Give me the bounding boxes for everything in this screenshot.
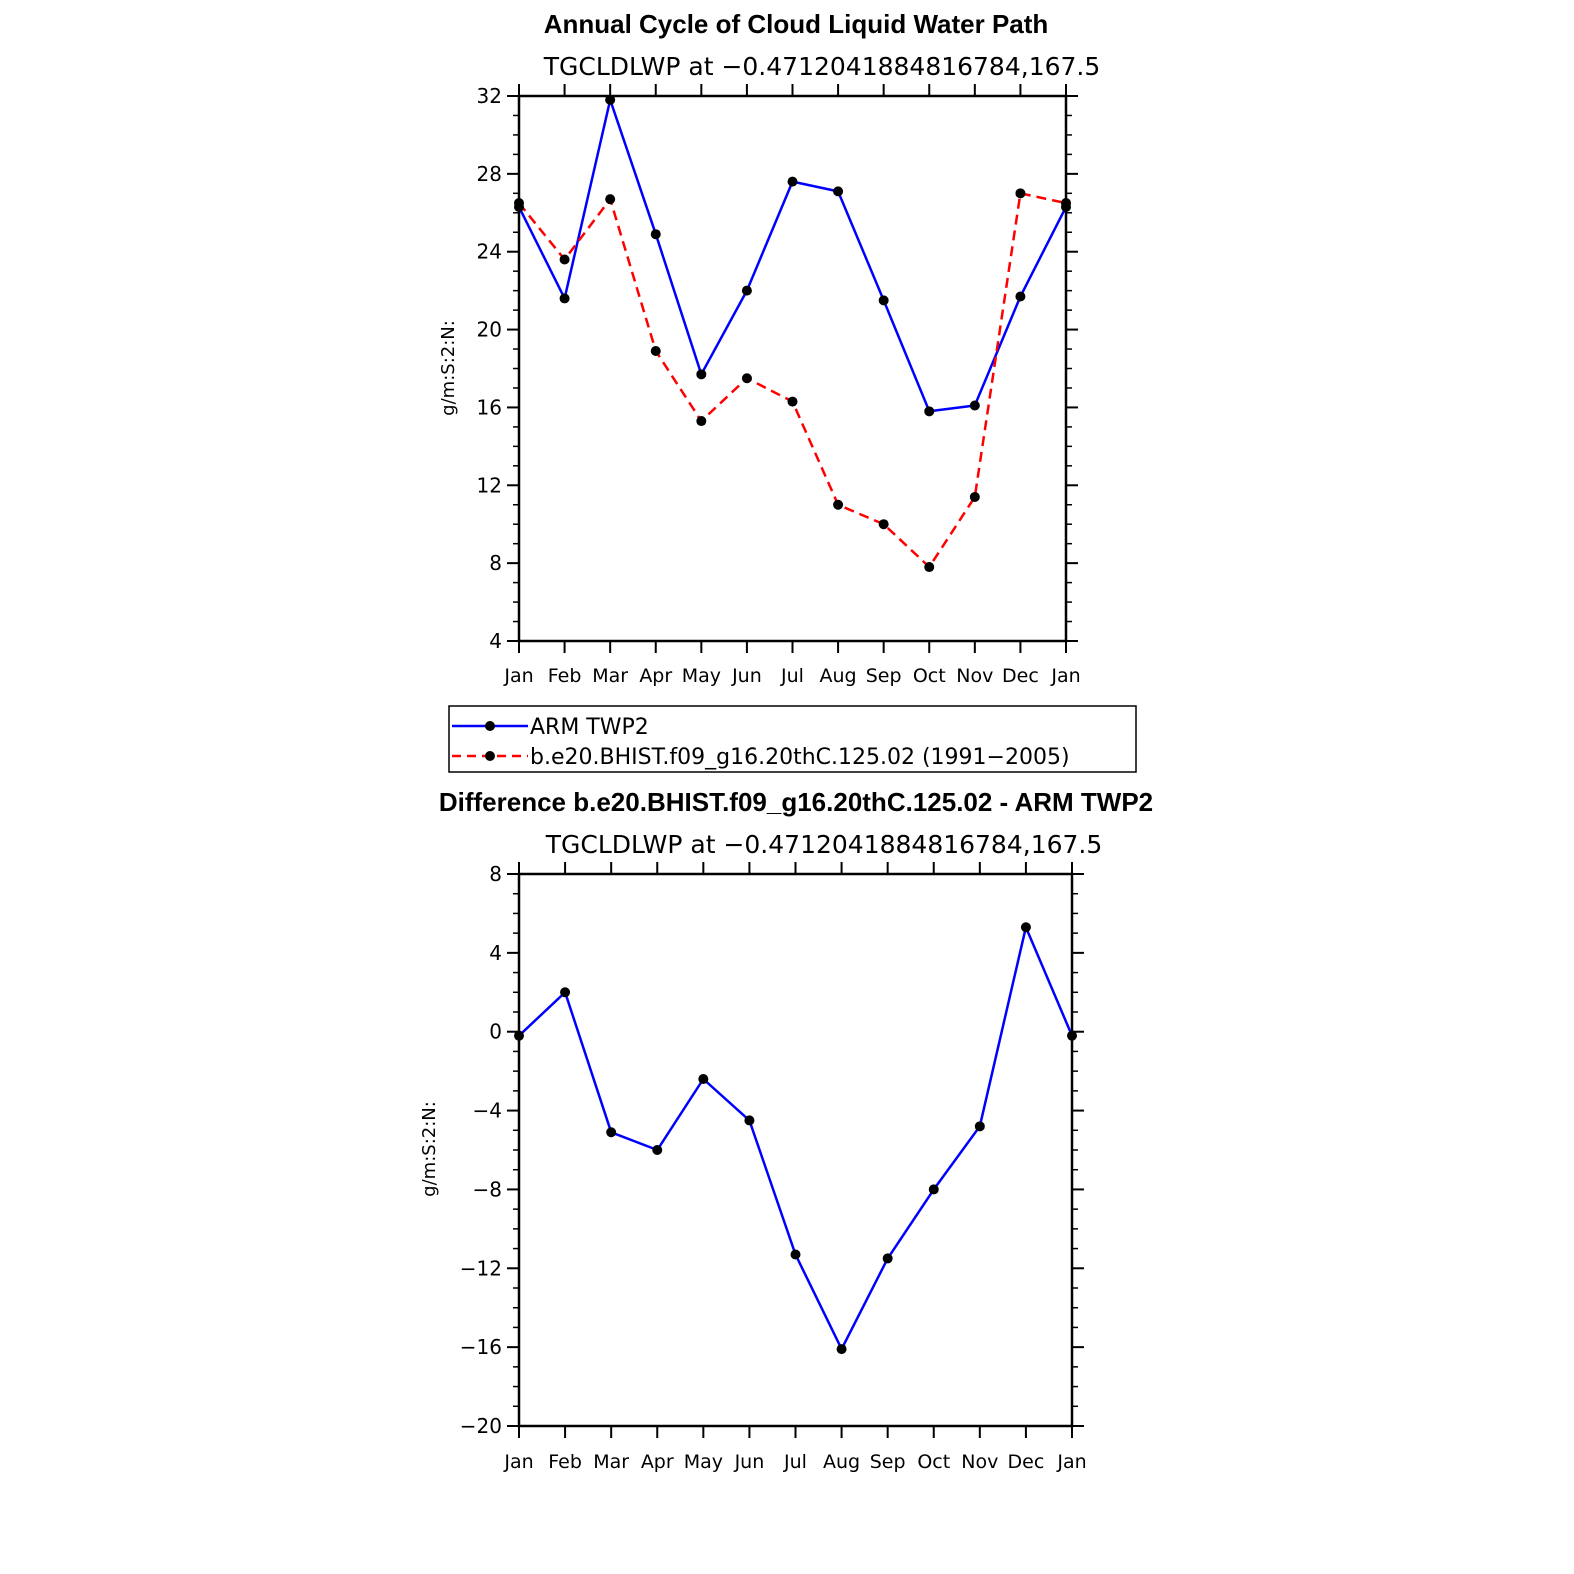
chart-1-series-2-point xyxy=(1015,188,1026,199)
chart-1-series-2-point xyxy=(559,254,570,265)
chart-2-series-1-point xyxy=(974,1121,985,1132)
chart-1-series-1-point xyxy=(1015,291,1026,302)
chart-1-ytick-label: 12 xyxy=(477,473,502,497)
chart-1-series-1-point xyxy=(969,400,980,411)
chart-1-series-2-point xyxy=(924,562,935,573)
chart-1-series-1-point xyxy=(924,406,935,417)
chart-2-series-1-point xyxy=(514,1030,524,1041)
chart-1-series-2-point xyxy=(514,198,524,209)
chart-2-xtick-label: Jun xyxy=(734,1451,765,1473)
chart-1-series-2-point xyxy=(833,499,844,510)
chart-2-xtick-label: Feb xyxy=(548,1451,582,1473)
chart-2-ytick-label: 4 xyxy=(489,941,502,965)
chart-2-ytick-label: −16 xyxy=(460,1335,502,1359)
chart-1-subtitle: TGCLDLWP at −0.4712041884816784,167.5 xyxy=(543,52,1101,81)
chart-1-ytick-label: 4 xyxy=(489,629,502,653)
chart-1-xtick-label: Sep xyxy=(866,665,902,687)
chart-1-series-line-1 xyxy=(517,98,1068,413)
chart-1-series-2-point xyxy=(878,519,889,530)
chart-1-ytick-label: 32 xyxy=(477,84,502,108)
chart-2-ytick-label: 8 xyxy=(489,862,502,886)
chart-2-series-1-point xyxy=(928,1184,939,1195)
chart-1-xtick-label: Dec xyxy=(1002,665,1039,687)
chart-1-ylabel: g/m:S:2:N: xyxy=(438,320,459,416)
legend-marker-arm xyxy=(485,721,495,731)
chart-2-ytick-label: −20 xyxy=(460,1414,502,1438)
chart-1-title: Annual Cycle of Cloud Liquid Water Path xyxy=(544,9,1049,39)
chart-1-series-2-point xyxy=(741,373,752,384)
chart-2-ytick-label: −12 xyxy=(460,1256,502,1280)
chart-2-series-1-point xyxy=(560,987,571,998)
legend-box xyxy=(448,705,1137,773)
chart-1-xtick-label: Aug xyxy=(820,665,857,687)
chart-1-series-2-point xyxy=(696,416,707,427)
chart-1-xtick-label: Jan xyxy=(1050,665,1080,687)
chart-1-series-1-point xyxy=(878,295,889,306)
chart-1-ytick-label: 20 xyxy=(477,318,502,342)
chart-2-plot: −20 −16 −12 −8 −4 0 4 8 Jan Feb Mar Apr May Jun Jul Aug… xyxy=(460,862,1087,1473)
chart-1-series-2-point xyxy=(969,491,980,502)
chart-2-series-1-point xyxy=(790,1249,801,1260)
chart-2-xtick-label: Jan xyxy=(503,1451,533,1473)
chart-2-series-1-point xyxy=(1067,1030,1077,1041)
chart-1-ytick-label: 28 xyxy=(477,162,502,186)
chart-1-ytick-label: 8 xyxy=(489,551,502,575)
chart-1-series-1-point xyxy=(696,369,707,380)
chart-2-xtick-label: Dec xyxy=(1008,1451,1045,1473)
chart-1-series-2-point xyxy=(605,194,616,205)
chart-1-xtick-label: Jan xyxy=(503,665,533,687)
chart-1-series-1-point xyxy=(833,186,844,197)
chart-1-series-1-point xyxy=(605,94,616,105)
chart-2-series-1-point xyxy=(744,1115,755,1126)
chart-1-legend: ARM TWP2 b.e20.BHIST.f09_g16.20thC.125.0… xyxy=(448,705,1137,773)
chart-2-ytick-label: −8 xyxy=(473,1177,502,1201)
chart-2-series-line-1 xyxy=(518,925,1074,1351)
chart-2-series-1-point xyxy=(606,1127,617,1138)
chart-1-series-2-point xyxy=(650,345,661,356)
chart-1-series-line-2 xyxy=(518,192,1067,569)
chart-1-series-1-point xyxy=(650,229,661,240)
chart-1-xtick-label: Oct xyxy=(913,665,946,687)
legend-label-arm: ARM TWP2 xyxy=(530,715,649,740)
legend-marker-model xyxy=(485,751,495,761)
chart-2-ylabel: g/m:S:2:N: xyxy=(419,1101,440,1197)
chart-2-xtick-label: May xyxy=(684,1451,723,1473)
chart-1-xtick-label: Nov xyxy=(956,665,993,687)
chart-1-series-1-point xyxy=(741,285,752,296)
chart-1-xtick-label: Feb xyxy=(548,665,582,687)
chart-2-series-1-point xyxy=(698,1074,709,1085)
chart-1-xtick-label: Jun xyxy=(731,665,762,687)
chart-2-series-1-point xyxy=(652,1145,663,1155)
chart-1-series-2-point xyxy=(787,396,798,407)
chart-2-xtick-label: Mar xyxy=(593,1451,629,1473)
chart-2-title: Difference b.e20.BHIST.f09_g16.20thC.125… xyxy=(439,787,1153,817)
chart-2-xtick-label: Apr xyxy=(641,1451,674,1473)
chart-2-xtick-label: Nov xyxy=(961,1451,998,1473)
chart-2-xtick-label: Oct xyxy=(917,1451,950,1473)
chart-2-xtick-label: Aug xyxy=(823,1451,860,1473)
chart-2-series-1-point xyxy=(1020,922,1031,933)
chart-2-series-1-point xyxy=(836,1344,847,1355)
chart-2-frame xyxy=(517,872,1074,1428)
chart-2-ytick-label: 0 xyxy=(489,1020,502,1044)
chart-2-series-1-point xyxy=(882,1253,893,1264)
chart-1-xtick-label: Jul xyxy=(780,665,804,687)
chart-1-ytick-label: 16 xyxy=(477,395,502,419)
chart-1-series-2-point xyxy=(1061,198,1071,209)
chart-1-ytick-label: 24 xyxy=(477,240,502,264)
chart-1-xtick-label: Apr xyxy=(639,665,672,687)
legend-label-model: b.e20.BHIST.f09_g16.20thC.125.02 (1991−2… xyxy=(530,745,1070,770)
chart-1-series-1-point xyxy=(559,293,570,304)
chart-2-xtick-label: Sep xyxy=(870,1451,906,1473)
chart-2-xtick-label: Jul xyxy=(783,1451,807,1473)
chart-2-subtitle: TGCLDLWP at −0.4712041884816784,167.5 xyxy=(545,830,1103,859)
chart-1-xtick-label: Mar xyxy=(592,665,628,687)
chart-1-plot: 4 8 12 16 20 24 28 32 Jan Feb Mar Apr May Jun Jul Aug Se… xyxy=(477,84,1081,687)
chart-2-xtick-label: Jan xyxy=(1056,1451,1086,1473)
chart-1-series-1-point xyxy=(787,176,798,187)
chart-2-ytick-label: −4 xyxy=(473,1099,502,1123)
chart-1-xtick-label: May xyxy=(682,665,721,687)
